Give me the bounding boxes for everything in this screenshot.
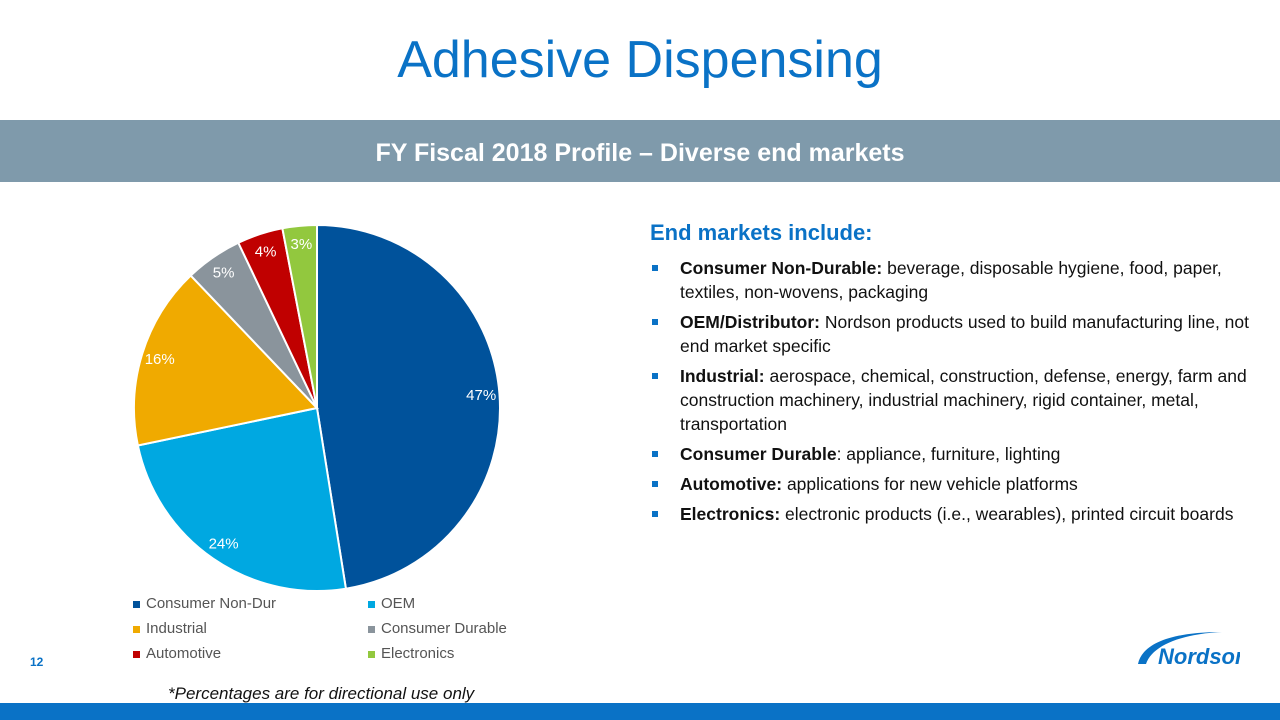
bullet-text: beverage, disposable hygiene, food, pape… [680,258,1222,302]
end-markets: End markets include: Consumer Non-Durabl… [650,220,1250,532]
nordson-logo: Nordson [1138,632,1240,669]
bullet-text: : appliance, furniture, lighting [836,444,1061,464]
bullet-item: OEM/Distributor: Nordson products used t… [650,310,1250,358]
data-label: 24% [209,536,239,553]
bullet-item: Consumer Durable: appliance, furniture, … [650,442,1250,466]
legend-label: OEM [381,595,416,612]
legend-swatch [368,625,375,633]
bullet-text: electronic products (i.e., wearables), p… [780,504,1234,524]
bullet-item: Automotive: applications for new vehicle… [650,472,1250,496]
legend-item: Electronics [368,645,454,662]
footnote: *Percentages are for directional use onl… [168,684,475,703]
bullet-item: Consumer Non-Durable: beverage, disposab… [650,256,1250,304]
pie-slice-electronics [281,223,318,409]
pie-slice-consumer-non-dur [316,223,501,590]
legend-item: Automotive [133,645,221,662]
legend-label: Consumer Durable [381,620,507,637]
logo-text: Nordson [1158,644,1240,669]
bullet-text: aerospace, chemical, construction, defen… [680,366,1247,434]
bullet-text: Nordson products used to build manufactu… [680,312,1250,356]
slide-title: Adhesive Dispensing [397,31,883,89]
legend-swatch [368,600,375,608]
data-label: 5% [213,264,235,281]
legend-item: Consumer Non-Dur [133,595,276,612]
bullet-term: Automotive: [680,474,783,494]
legend-item: Industrial [133,620,207,637]
legend-label: Consumer Non-Dur [146,595,277,612]
legend-item: Consumer Durable [368,620,507,637]
data-label: 4% [255,244,277,261]
pie-chart: 47% 24% 16% 5% 4% 3% [133,223,501,592]
legend-swatch [133,625,140,633]
bullet-term: Industrial: [680,366,765,386]
bullet-term: Consumer Non-Durable: [680,258,883,278]
pie-slice-oem [136,406,348,592]
bullet-text: applications for new vehicle platforms [782,474,1078,494]
end-markets-heading: End markets include: [650,220,873,245]
page-number: 12 [30,655,44,669]
legend-swatch [133,600,140,608]
legend-label: Electronics [381,645,455,662]
bullet-item: Electronics: electronic products (i.e., … [650,502,1250,526]
bullet-item: Industrial: aerospace, chemical, constru… [650,364,1250,436]
legend-swatch [133,650,140,658]
legend-label: Automotive [146,645,222,662]
bottom-bar [0,703,1280,720]
bullet-term: Electronics: [680,504,781,524]
bullet-term: OEM/Distributor: [680,312,820,332]
section-band: FY Fiscal 2018 Profile – Diverse end mar… [0,120,1280,182]
legend-swatch [368,650,375,658]
data-label: 47% [466,387,496,404]
data-label: 16% [145,351,175,368]
pie-slice-industrial [133,274,319,447]
legend-label: Industrial [146,620,207,637]
data-label: 3% [291,236,313,253]
legend-item: OEM [368,595,415,612]
bullet-term: Consumer Durable [680,444,837,464]
